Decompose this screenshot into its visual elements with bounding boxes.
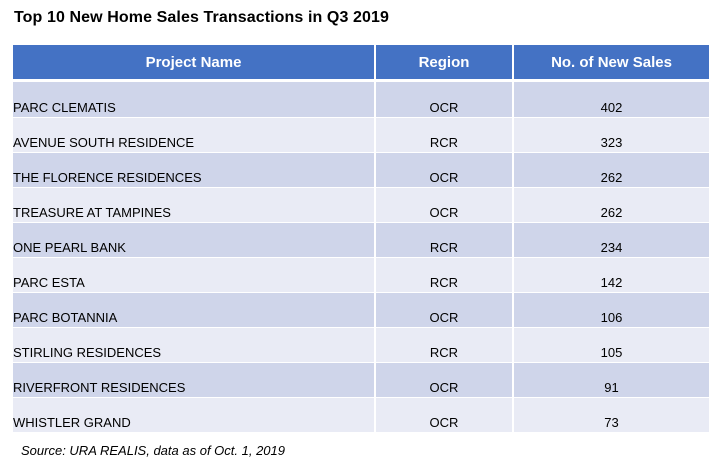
sales-cell: 262	[513, 152, 709, 188]
region-cell: OCR	[375, 292, 514, 328]
sales-table: Project Name Region No. of New Sales PAR…	[13, 45, 709, 433]
column-header-region: Region	[375, 45, 514, 82]
project-name-cell: TREASURE AT TAMPINES	[13, 187, 376, 223]
table-row: RIVERFRONT RESIDENCES OCR 91	[13, 362, 709, 398]
project-name-cell: STIRLING RESIDENCES	[13, 327, 376, 363]
source-note: Source: URA REALIS, data as of Oct. 1, 2…	[21, 443, 285, 458]
project-name-cell: ONE PEARL BANK	[13, 222, 376, 258]
table-row: TREASURE AT TAMPINES OCR 262	[13, 187, 709, 223]
project-name-cell: PARC BOTANNIA	[13, 292, 376, 328]
sales-cell: 105	[513, 327, 709, 363]
region-cell: OCR	[375, 362, 514, 398]
project-name-cell: THE FLORENCE RESIDENCES	[13, 152, 376, 188]
sales-cell: 73	[513, 397, 709, 433]
table-row: WHISTLER GRAND OCR 73	[13, 397, 709, 433]
table-row: PARC BOTANNIA OCR 106	[13, 292, 709, 328]
region-cell: OCR	[375, 80, 514, 118]
sales-cell: 106	[513, 292, 709, 328]
region-cell: RCR	[375, 222, 514, 258]
table-row: AVENUE SOUTH RESIDENCE RCR 323	[13, 117, 709, 153]
region-cell: OCR	[375, 397, 514, 433]
project-name-cell: AVENUE SOUTH RESIDENCE	[13, 117, 376, 153]
region-cell: OCR	[375, 187, 514, 223]
project-name-cell: RIVERFRONT RESIDENCES	[13, 362, 376, 398]
table-row: PARC ESTA RCR 142	[13, 257, 709, 293]
project-name-cell: WHISTLER GRAND	[13, 397, 376, 433]
header-row: Project Name Region No. of New Sales	[13, 45, 709, 82]
sales-cell: 142	[513, 257, 709, 293]
region-cell: RCR	[375, 257, 514, 293]
project-name-cell: PARC ESTA	[13, 257, 376, 293]
table-title: Top 10 New Home Sales Transactions in Q3…	[14, 9, 390, 26]
table-row: ONE PEARL BANK RCR 234	[13, 222, 709, 258]
sales-cell: 323	[513, 117, 709, 153]
region-cell: OCR	[375, 152, 514, 188]
region-cell: RCR	[375, 327, 514, 363]
table-row: THE FLORENCE RESIDENCES OCR 262	[13, 152, 709, 188]
sales-cell: 91	[513, 362, 709, 398]
column-header-project: Project Name	[13, 45, 376, 82]
table-row: PARC CLEMATIS OCR 402	[13, 80, 709, 118]
table-row: STIRLING RESIDENCES RCR 105	[13, 327, 709, 363]
sales-cell: 234	[513, 222, 709, 258]
column-header-sales: No. of New Sales	[513, 45, 709, 82]
region-cell: RCR	[375, 117, 514, 153]
sales-cell: 262	[513, 187, 709, 223]
sales-cell: 402	[513, 80, 709, 118]
project-name-cell: PARC CLEMATIS	[13, 80, 376, 118]
